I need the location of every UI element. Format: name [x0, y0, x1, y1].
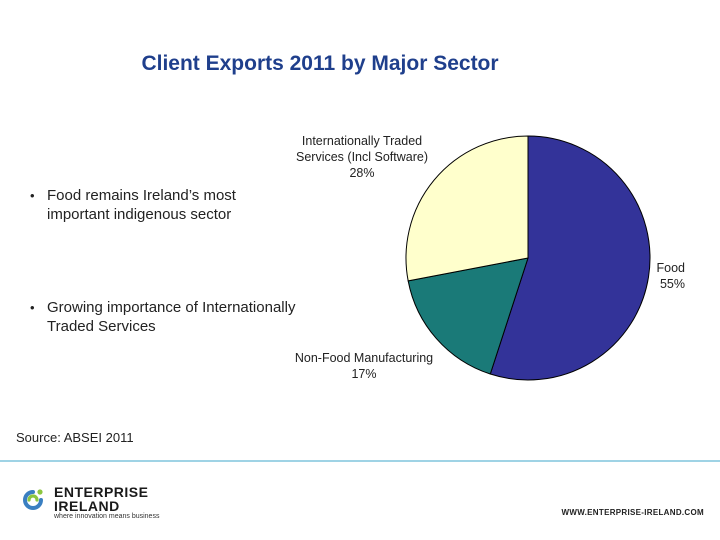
slice-label-1-line-1: 17% — [351, 367, 376, 381]
pie-chart: Food 55% Non-Food Manufacturing 17% Internat… — [295, 134, 686, 381]
bullet-text: Growing importance of Internationally Tr… — [47, 299, 296, 335]
pie-slice-0 — [489, 135, 651, 381]
slice-label-0-line-0: Food — [657, 261, 686, 275]
slice-label-1-line-0: Non-Food Manufacturing — [295, 351, 433, 365]
bullet-marker: • — [30, 188, 35, 203]
slide-title: Client Exports 2011 by Major Sector — [141, 52, 499, 75]
pie-slice-1 — [407, 257, 529, 375]
slice-label-2-line-1: Services (Incl Software) — [296, 150, 428, 164]
bullet-text: Food remains Ireland’s most important in… — [47, 187, 236, 223]
source-note: Source: ABSEI 2011 — [16, 430, 134, 445]
logo-tagline: where innovation means business — [54, 513, 160, 520]
bullet-marker: • — [30, 300, 35, 315]
slice-label-0-line-1: 55% — [660, 277, 685, 291]
enterprise-ireland-swirl-icon — [23, 489, 43, 510]
logo-text-ireland: IRELAND — [54, 498, 120, 514]
pie-slice-2 — [405, 135, 529, 282]
footer-divider — [0, 460, 720, 462]
slice-label-2-line-2: 28% — [349, 166, 374, 180]
logo-text-enterprise: ENTERPRISE — [54, 484, 149, 500]
slice-label-2-line-0: Internationally Traded — [302, 134, 422, 148]
website-url: WWW.ENTERPRISE-IRELAND.COM — [561, 508, 704, 517]
